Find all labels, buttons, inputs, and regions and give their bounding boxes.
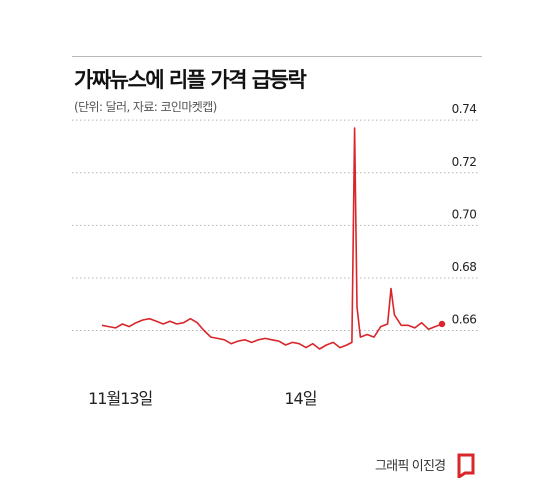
chart-subtitle: (단위: 달러, 자료: 코인마켓캡) bbox=[74, 100, 217, 114]
y-tick-label: 0.72 bbox=[452, 155, 477, 169]
x-tick-labels: 11월13일 14일 bbox=[88, 389, 318, 408]
chart-title: 가짜뉴스에 리플 가격 급등락 bbox=[74, 68, 307, 92]
y-tick-label: 0.68 bbox=[452, 260, 477, 274]
graphic-credit: 그래픽 이진경 bbox=[375, 459, 446, 474]
price-series-line bbox=[101, 127, 443, 350]
gridlines bbox=[72, 119, 478, 332]
top-divider bbox=[72, 56, 482, 57]
y-tick-label: 0.74 bbox=[452, 102, 477, 116]
y-tick-labels: 0.74 0.72 0.70 0.68 0.66 bbox=[452, 102, 477, 326]
news-logo-icon bbox=[457, 453, 475, 478]
series-layer bbox=[101, 127, 446, 350]
series-end-point bbox=[438, 320, 446, 328]
x-tick-label: 14일 bbox=[284, 389, 316, 408]
y-tick-label: 0.66 bbox=[452, 313, 477, 327]
y-tick-label: 0.70 bbox=[452, 207, 477, 221]
x-tick-label: 11월13일 bbox=[88, 389, 152, 408]
